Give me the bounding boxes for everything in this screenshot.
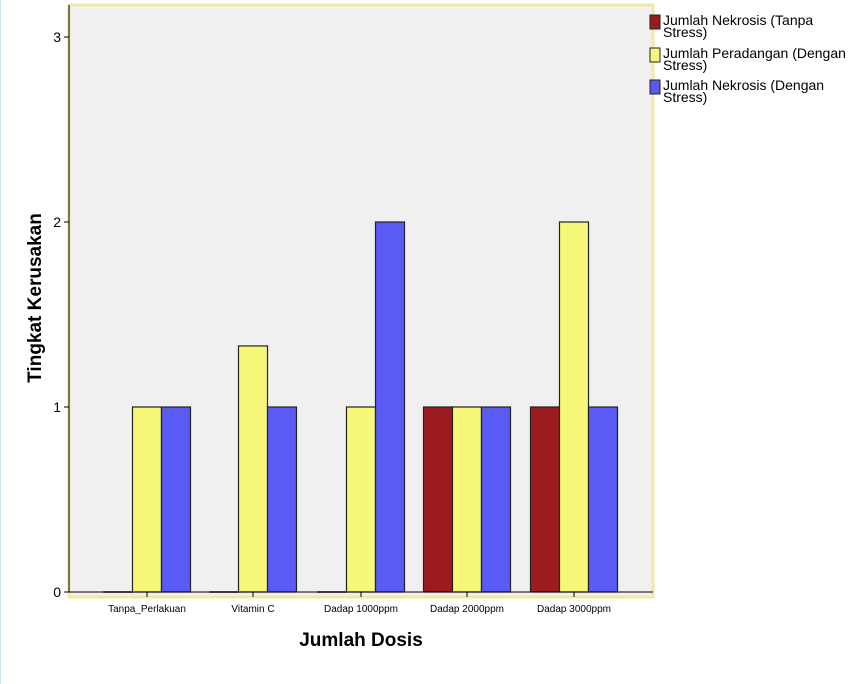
y-axis-title: Tingkat Kerusakan bbox=[25, 213, 46, 383]
legend-label-cont: Stress) bbox=[663, 24, 707, 40]
bars bbox=[102, 221, 619, 593]
y-tick-label: 3 bbox=[53, 29, 61, 45]
x-axis-title: Jumlah Dosis bbox=[299, 630, 423, 651]
bar bbox=[558, 221, 590, 593]
bar bbox=[587, 406, 619, 593]
bar bbox=[345, 406, 377, 593]
legend-label-cont: Stress) bbox=[663, 89, 707, 105]
x-tick-label: Dadap 3000ppm bbox=[537, 604, 611, 615]
x-tick-label: Dadap 2000ppm bbox=[430, 604, 504, 615]
legend-swatch bbox=[649, 47, 661, 63]
legend-label: Jumlah Peradangan (Dengan bbox=[663, 45, 846, 61]
bar bbox=[480, 406, 512, 593]
legend-label: Jumlah Nekrosis (Dengan bbox=[663, 77, 824, 93]
x-tick-label: Vitamin C bbox=[231, 604, 274, 615]
legend-swatch bbox=[649, 14, 661, 30]
bar bbox=[529, 406, 561, 593]
y-axis: 0 1 2 3 bbox=[53, 5, 70, 600]
x-tick-label: Tanpa_Perlakuan bbox=[108, 604, 186, 615]
bar bbox=[422, 406, 454, 593]
x-axis: Tanpa_Perlakuan Vitamin C Dadap 1000ppm Dad… bbox=[69, 591, 653, 615]
bar bbox=[266, 406, 298, 593]
legend-label-cont: Stress) bbox=[663, 57, 707, 73]
bar bbox=[131, 406, 163, 593]
y-tick-label: 1 bbox=[53, 399, 61, 415]
legend-swatch bbox=[649, 79, 661, 95]
y-tick-label: 0 bbox=[53, 584, 61, 600]
x-tick-label: Dadap 1000ppm bbox=[324, 604, 398, 615]
legend-label: Jumlah Nekrosis (Tanpa bbox=[663, 12, 813, 28]
bar bbox=[237, 345, 269, 593]
bar bbox=[451, 406, 483, 593]
bar bbox=[374, 221, 406, 593]
bar bbox=[160, 406, 192, 593]
y-tick-label: 2 bbox=[53, 214, 61, 230]
